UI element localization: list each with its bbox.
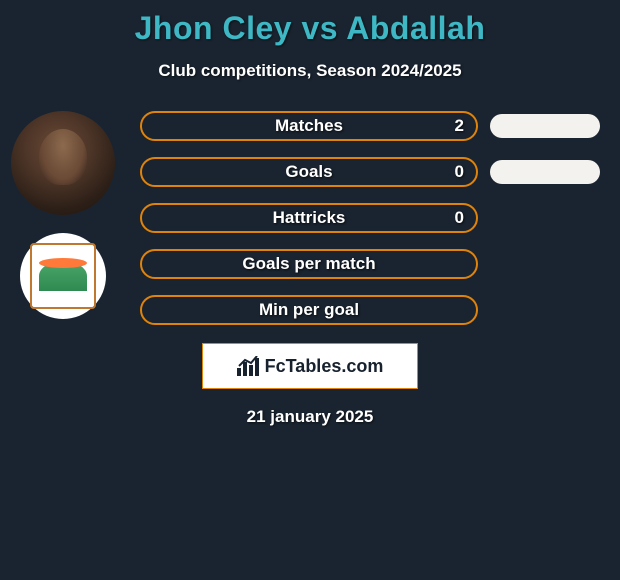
page-title: Jhon Cley vs Abdallah: [0, 0, 620, 47]
stat-bar-left: Hattricks 0: [140, 203, 478, 233]
stat-bar-left: Goals per match: [140, 249, 478, 279]
stat-label: Goals per match: [242, 254, 375, 274]
stat-bars: Matches 2 Goals 0 Hattricks 0 Goals per …: [140, 111, 600, 325]
stat-value: 0: [455, 208, 464, 228]
club-badge-art: [39, 261, 87, 291]
left-column: [8, 111, 118, 319]
stat-row: Hattricks 0: [140, 203, 600, 233]
stat-label: Goals: [285, 162, 332, 182]
stat-bar-left: Min per goal: [140, 295, 478, 325]
stat-pill-right: [490, 114, 600, 138]
content-area: Matches 2 Goals 0 Hattricks 0 Goals per …: [0, 111, 620, 427]
stat-row: Goals 0: [140, 157, 600, 187]
stat-bar-left: Goals 0: [140, 157, 478, 187]
stat-row: Min per goal: [140, 295, 600, 325]
stat-pill-right: [490, 160, 600, 184]
stat-row: Goals per match: [140, 249, 600, 279]
subtitle: Club competitions, Season 2024/2025: [0, 61, 620, 81]
player-avatar: [11, 111, 115, 215]
stat-bar-left: Matches 2: [140, 111, 478, 141]
brand-text: FcTables.com: [265, 356, 384, 377]
stat-row: Matches 2: [140, 111, 600, 141]
bar-chart-icon: [237, 356, 259, 376]
brand-box: FcTables.com: [202, 343, 418, 389]
club-badge-inner: [30, 243, 96, 309]
stat-label: Matches: [275, 116, 343, 136]
stat-value: 0: [455, 162, 464, 182]
club-badge: [20, 233, 106, 319]
date-text: 21 january 2025: [0, 407, 620, 427]
stat-value: 2: [455, 116, 464, 136]
stat-label: Hattricks: [273, 208, 346, 228]
stat-label: Min per goal: [259, 300, 359, 320]
